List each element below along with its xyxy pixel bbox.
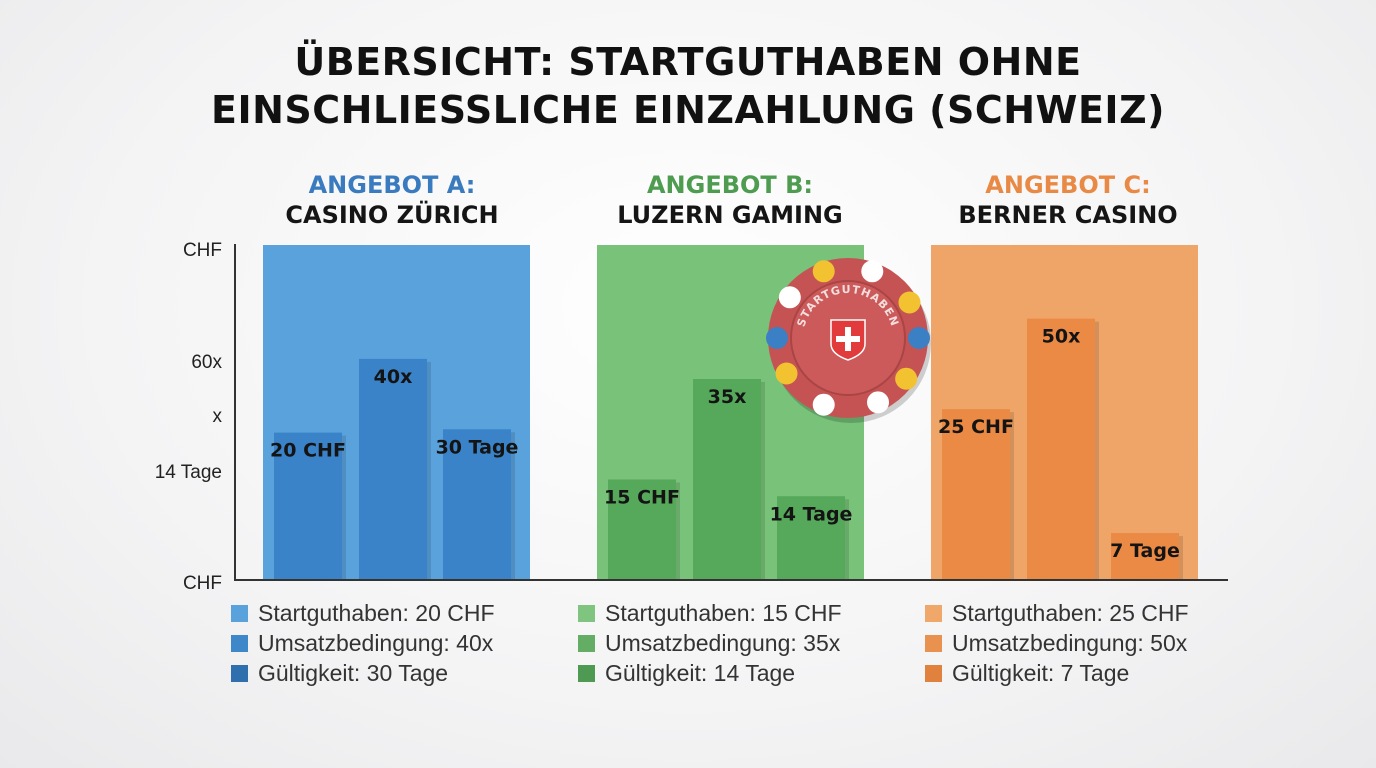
- legend-entry: Startguthaben: 25 CHF: [925, 598, 1189, 628]
- bar-value-label: 35x: [708, 386, 747, 408]
- group-name: ANGEBOT B:: [646, 171, 814, 199]
- y-axis-tick-label: 60x: [191, 352, 222, 373]
- bar-value-label: 15 CHF: [604, 487, 680, 509]
- legend-entry: Umsatzbedingung: 35x: [578, 628, 842, 658]
- chip-edge-spot: [812, 260, 835, 283]
- legend-label: Gültigkeit: 7 Tage: [952, 659, 1130, 686]
- chip-edge-spot: [766, 327, 788, 349]
- group-casino: CASINO ZÜRICH: [285, 201, 499, 229]
- chip-edge-spot: [775, 362, 798, 385]
- legend-group-b: Startguthaben: 15 CHF Umsatzbedingung: 35…: [578, 598, 842, 688]
- legend-swatch: [925, 664, 942, 682]
- group-header-a: ANGEBOT A: CASINO ZÜRICH: [192, 170, 592, 230]
- legend-swatch: [578, 634, 595, 652]
- legend-entry: Gültigkeit: 7 Tage: [925, 658, 1189, 688]
- legend-swatch: [231, 634, 248, 652]
- bar-value-label: 50x: [1042, 326, 1081, 348]
- chip-edge-spot: [778, 286, 801, 309]
- chip-edge-spot: [867, 391, 890, 414]
- bar-value-label: 7 Tage: [1110, 540, 1180, 562]
- group-casino: LUZERN GAMING: [617, 201, 843, 229]
- legend-swatch: [925, 604, 942, 622]
- legend-entry: Umsatzbedingung: 40x: [231, 628, 495, 658]
- legend-label: Startguthaben: 25 CHF: [952, 599, 1189, 626]
- bar: [359, 358, 427, 580]
- bar: [608, 479, 676, 580]
- chip-edge-spot: [812, 393, 835, 416]
- bar-value-label: 30 Tage: [436, 436, 519, 458]
- y-axis-tick-label: CHF: [183, 240, 222, 261]
- bar-value-label: 14 Tage: [770, 503, 853, 525]
- legend-swatch: [578, 604, 595, 622]
- legend-label: Umsatzbedingung: 35x: [605, 629, 841, 656]
- bar-value-label: 25 CHF: [938, 416, 1014, 438]
- legend-entry: Gültigkeit: 30 Tage: [231, 658, 495, 688]
- chip-edge-spot: [908, 327, 930, 349]
- legend-label: Umsatzbedingung: 40x: [258, 629, 494, 656]
- legend-entry: Gültigkeit: 14 Tage: [578, 658, 842, 688]
- y-axis-tick-label: CHF: [183, 573, 222, 594]
- bar: [777, 496, 845, 580]
- legend-entry: Umsatzbedingung: 50x: [925, 628, 1189, 658]
- bar-value-label: 40x: [374, 366, 413, 388]
- legend-swatch: [231, 604, 248, 622]
- bar-value-label: 20 CHF: [270, 440, 346, 462]
- bar: [443, 429, 511, 580]
- chip-edge-spot: [898, 291, 921, 314]
- bar: [1111, 533, 1179, 580]
- legend-group-a: Startguthaben: 20 CHF Umsatzbedingung: 40…: [231, 598, 495, 688]
- bar: [1027, 318, 1095, 580]
- legend-label: Umsatzbedingung: 50x: [952, 629, 1188, 656]
- legend-label: Gültigkeit: 30 Tage: [258, 659, 449, 686]
- swiss-cross-horizontal: [836, 336, 860, 342]
- legend-swatch: [578, 664, 595, 682]
- chip-edge-spot: [861, 260, 884, 283]
- chart-title-line-1: ÜBERSICHT: STARTGUTHABEN OHNE: [294, 40, 1082, 84]
- legend-label: Startguthaben: 15 CHF: [605, 599, 842, 626]
- bar: [693, 379, 761, 580]
- group-header-c: ANGEBOT C: BERNER CASINO: [868, 170, 1268, 230]
- legend-label: Gültigkeit: 14 Tage: [605, 659, 796, 686]
- legend-entry: Startguthaben: 15 CHF: [578, 598, 842, 628]
- legend-swatch: [925, 634, 942, 652]
- bar: [274, 432, 342, 580]
- legend-entry: Startguthaben: 20 CHF: [231, 598, 495, 628]
- legend-swatch: [231, 664, 248, 682]
- group-casino: BERNER CASINO: [958, 201, 1178, 229]
- y-axis-tick-label: 14 Tage: [155, 462, 222, 483]
- chip-edge-spot: [895, 367, 918, 390]
- legend-group-c: Startguthaben: 25 CHF Umsatzbedingung: 50…: [925, 598, 1189, 688]
- group-header-b: ANGEBOT B: LUZERN GAMING: [530, 170, 930, 230]
- group-name: ANGEBOT A:: [308, 171, 476, 199]
- group-name: ANGEBOT C:: [985, 171, 1151, 199]
- legend-label: Startguthaben: 20 CHF: [258, 599, 495, 626]
- y-axis-tick-label: x: [213, 406, 223, 427]
- bar: [942, 409, 1010, 580]
- chart-title-line-2: EINSCHLIESSLICHE EINZAHLUNG (SCHWEIZ): [211, 88, 1165, 132]
